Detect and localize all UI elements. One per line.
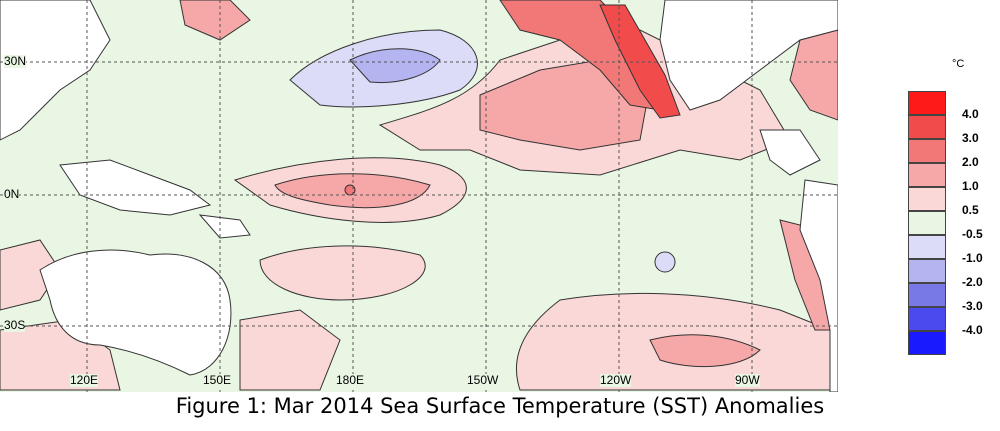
new-zealand-warm-patch [239,309,341,391]
legend-level-label: 3.0 [962,131,979,145]
lon-label-150w: 150W [467,373,499,387]
legend-swatch [908,115,946,139]
lon-label-150e: 150E [203,373,232,387]
lon-label-90w: 90W [735,373,760,387]
legend-swatch [908,331,946,355]
legend-swatch [908,307,946,331]
lon-label-120e: 120E [70,373,99,387]
legend-swatch [908,259,946,283]
legend-swatch [908,91,946,115]
map-canvas [0,0,838,392]
legend-level-label: -2.0 [962,275,983,289]
legend-unit: °C [952,58,965,70]
figure-caption: Figure 1: Mar 2014 Sea Surface Temperatu… [175,394,825,418]
color-legend: °C 4.0 3.0 2.0 1.0 0.5 -0.5 -1.0 -2.0 -3.0 -4.0 [896,55,1000,365]
sst-anomaly-map: 30N 0N 30S 120E 150E 180E 150W 120W 90W [0,0,838,392]
kuroshio-warm-patch [179,0,251,41]
legend-level-label: -0.5 [962,227,983,241]
new-guinea-landmass [198,214,251,239]
cool-spot-east [654,251,676,273]
lat-label-30n: 30N [4,54,27,68]
legend-swatch [908,187,946,211]
legend-level-label: 1.0 [962,179,979,193]
south-east-warm-core [649,334,761,367]
central-america-landmass [759,129,821,176]
south-america-landmass [799,179,838,392]
legend-level-label: -1.0 [962,251,983,265]
warm-anomaly-regions [0,0,838,391]
legend-swatch [908,139,946,163]
south-central-warm-patch [259,245,426,301]
asia-landmass [0,0,111,141]
legend-level-label: 0.5 [962,203,979,217]
graticule [0,0,838,392]
northwest-pacific-cool-core [349,48,441,84]
legend-swatch [908,211,946,235]
legend-level-label: 4.0 [962,107,979,121]
australia-landmass [39,249,232,376]
legend-level-label: -3.0 [962,299,983,313]
lon-label-120w: 120W [600,373,632,387]
legend-level-label: 2.0 [962,155,979,169]
legend-swatch [908,163,946,187]
legend-swatch [908,235,946,259]
east-pacific-warm-core [479,59,651,151]
land-masses [0,0,838,392]
cool-anomaly-regions [289,29,676,273]
legend-swatch [908,283,946,307]
lon-label-180e: 180E [336,373,365,387]
maritime-continent [59,159,212,216]
north-america-landmass [659,0,838,111]
legend-level-label: -4.0 [962,323,983,337]
lat-label-0n: 0N [4,187,20,201]
lat-label-30s: 30S [4,318,26,332]
